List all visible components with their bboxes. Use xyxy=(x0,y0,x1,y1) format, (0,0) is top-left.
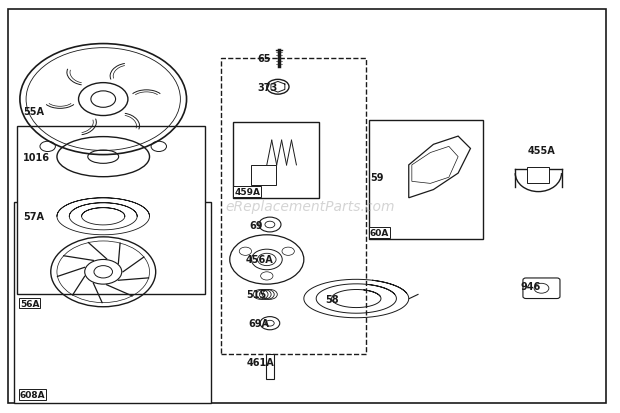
Text: 946: 946 xyxy=(520,282,541,292)
Text: 515: 515 xyxy=(246,290,267,300)
Bar xyxy=(221,59,366,354)
Bar xyxy=(233,122,319,198)
Text: eReplacementParts.com: eReplacementParts.com xyxy=(225,199,395,214)
Text: 55A: 55A xyxy=(23,107,44,117)
Text: 1016: 1016 xyxy=(23,152,50,162)
Text: 60A: 60A xyxy=(370,228,389,237)
FancyBboxPatch shape xyxy=(523,278,560,299)
Text: 456A: 456A xyxy=(245,255,273,265)
Text: 455A: 455A xyxy=(528,146,556,156)
Text: 459A: 459A xyxy=(234,187,260,196)
Bar xyxy=(527,168,549,184)
Text: 608A: 608A xyxy=(20,390,45,399)
Text: 57A: 57A xyxy=(23,212,44,222)
Text: 373: 373 xyxy=(257,83,278,93)
Text: 58: 58 xyxy=(326,294,339,304)
Bar xyxy=(14,202,211,404)
Text: 56A: 56A xyxy=(20,299,40,308)
Bar xyxy=(251,166,276,186)
Text: 69A: 69A xyxy=(248,318,269,328)
Bar xyxy=(369,120,483,239)
Text: 65: 65 xyxy=(257,54,271,64)
Bar xyxy=(17,126,205,295)
Text: 69: 69 xyxy=(249,220,263,230)
Text: 461A: 461A xyxy=(246,357,274,368)
Bar xyxy=(265,354,274,379)
Text: 59: 59 xyxy=(371,173,384,183)
